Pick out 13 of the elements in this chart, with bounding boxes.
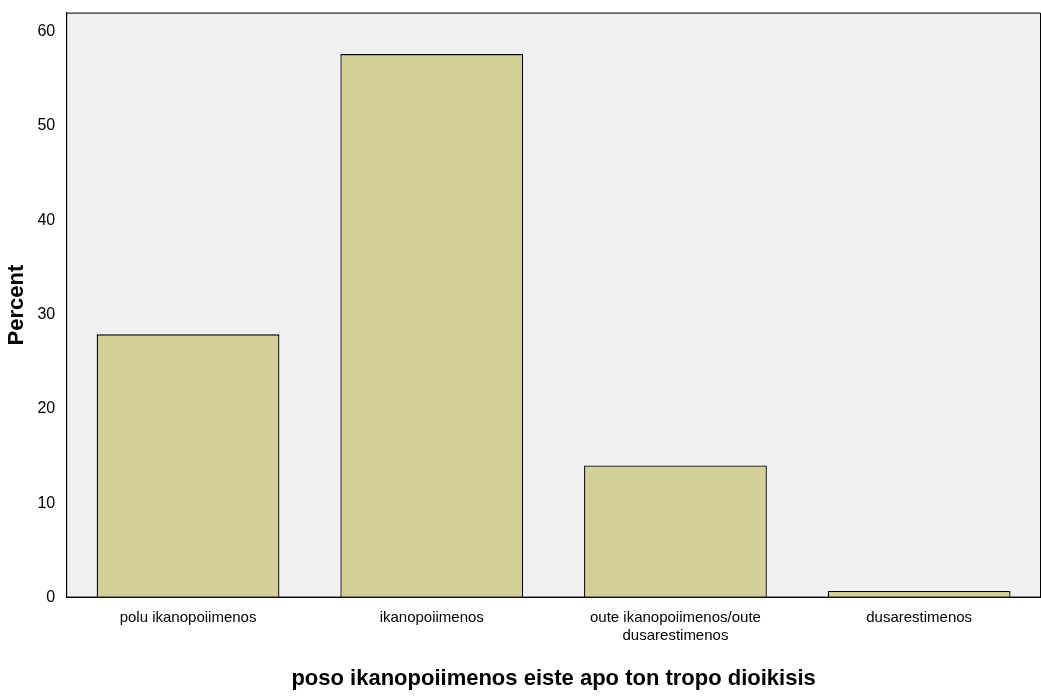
x-tick-label: ikanopoiimenos bbox=[379, 607, 484, 625]
y-tick-label: 10 bbox=[37, 493, 56, 511]
y-tick-label: 40 bbox=[37, 210, 56, 228]
y-tick-label: 50 bbox=[37, 116, 56, 134]
y-tick-label: 20 bbox=[37, 399, 56, 417]
x-tick-label: oute ikanopoiimenos/oute dusarestimenos bbox=[589, 607, 761, 643]
x-axis-title: poso ikanopoiimenos eiste apo ton tropo dioikisis bbox=[291, 664, 816, 690]
y-tick-label: 0 bbox=[46, 588, 56, 606]
y-tick-label: 30 bbox=[37, 304, 56, 322]
x-tick-label: polu ikanopoiimenos bbox=[119, 607, 257, 625]
x-tick-label: dusarestimenos bbox=[866, 607, 973, 625]
y-axis-title: Percent bbox=[3, 264, 29, 346]
y-tick-label: 60 bbox=[37, 21, 56, 39]
